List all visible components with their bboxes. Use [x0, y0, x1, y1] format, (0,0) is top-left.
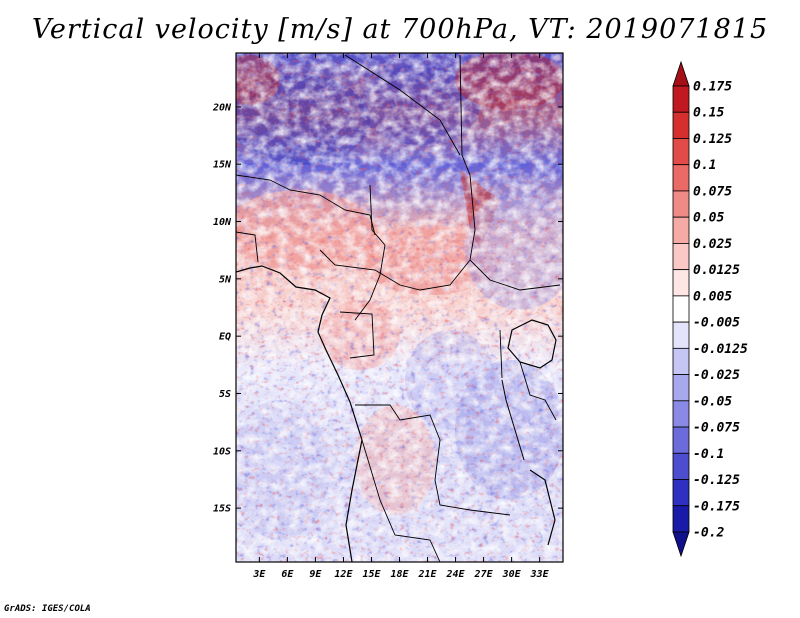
lon-label-18E: 18E [390, 569, 409, 580]
lon-label-27E: 27E [474, 569, 494, 580]
lon-label-30E: 30E [502, 569, 522, 580]
colorbar-swatch [672, 426, 690, 454]
colorbar-label: 0.0125 [693, 263, 740, 278]
colorbar-swatch [672, 85, 690, 113]
lat-label-15N: 15N [213, 160, 232, 171]
colorbar-swatch [672, 216, 690, 244]
colorbar-swatch [672, 400, 690, 428]
chart-title: Vertical velocity [m/s] at 700hPa, VT: 2… [31, 14, 769, 45]
lat-label-15S: 15S [213, 504, 231, 515]
colorbar-label: -0.1 [693, 447, 724, 462]
lat-label-5N: 5N [219, 274, 232, 285]
colorbar-swatch [672, 269, 690, 297]
colorbar-label: 0.125 [693, 132, 732, 147]
colorbar-swatch [672, 164, 690, 192]
longitude-axis: 3E 6E 9E 12E 15E 18E 21E 24E 27E 30E 33E [252, 53, 550, 580]
colorbar-swatch [672, 138, 690, 166]
colorbar: 0.175 0.15 0.125 0.1 0.075 0.05 0.025 0.0125 0.0… [672, 60, 748, 558]
colorbar-swatch [672, 243, 690, 271]
lon-label-15E: 15E [362, 569, 381, 580]
colorbar-label: 0.175 [693, 80, 732, 95]
colorbar-swatch [672, 347, 690, 375]
lon-label-33E: 33E [530, 569, 550, 580]
colorbar-upper-arrow [672, 60, 690, 87]
colorbar-swatch [672, 374, 690, 402]
lat-label-20N: 20N [212, 102, 232, 113]
coastlines [236, 265, 557, 562]
lon-label-21E: 21E [417, 569, 437, 580]
colorbar-swatch [672, 452, 690, 480]
borders [236, 54, 561, 562]
colorbar-label: 0.1 [693, 158, 716, 173]
velocity-field [236, 53, 563, 562]
colorbar-label: 0.15 [693, 106, 724, 121]
colorbar-swatch [672, 111, 690, 139]
colorbar-label: -0.175 [693, 499, 740, 514]
colorbar-label: -0.005 [693, 316, 740, 331]
colorbar-label: -0.025 [693, 368, 740, 383]
lon-label-6E: 6E [281, 569, 294, 580]
colorbar-label: -0.2 [693, 526, 724, 541]
colorbar-label: -0.0125 [693, 342, 748, 357]
colorbar-label: 0.005 [693, 289, 732, 304]
colorbar-swatch [672, 505, 690, 533]
lat-label-10S: 10S [213, 446, 231, 457]
lat-label-EQ: EQ [219, 332, 231, 343]
colorbar-swatch [672, 190, 690, 218]
lon-label-12E: 12E [334, 569, 353, 580]
colorbar-swatch [672, 479, 690, 507]
grads-credit: GrADS: IGES/COLA [4, 604, 91, 614]
colorbar-label: 0.05 [693, 211, 724, 226]
colorbar-label: -0.125 [693, 473, 740, 488]
lon-label-9E: 9E [309, 569, 322, 580]
colorbar-label: 0.075 [693, 184, 732, 199]
latitude-axis: 20N 15N 10N 5N EQ 5S 10S 15S [212, 102, 563, 515]
colorbar-swatch [672, 321, 690, 349]
lon-label-3E: 3E [252, 569, 266, 580]
lat-label-5S: 5S [219, 389, 231, 400]
colorbar-label: -0.05 [693, 394, 732, 409]
lon-label-24E: 24E [446, 569, 466, 580]
colorbar-lower-arrow [672, 531, 690, 558]
colorbar-swatch [672, 295, 690, 323]
lat-label-10N: 10N [213, 217, 232, 228]
colorbar-label: -0.075 [693, 421, 740, 436]
colorbar-label: 0.025 [693, 237, 732, 252]
